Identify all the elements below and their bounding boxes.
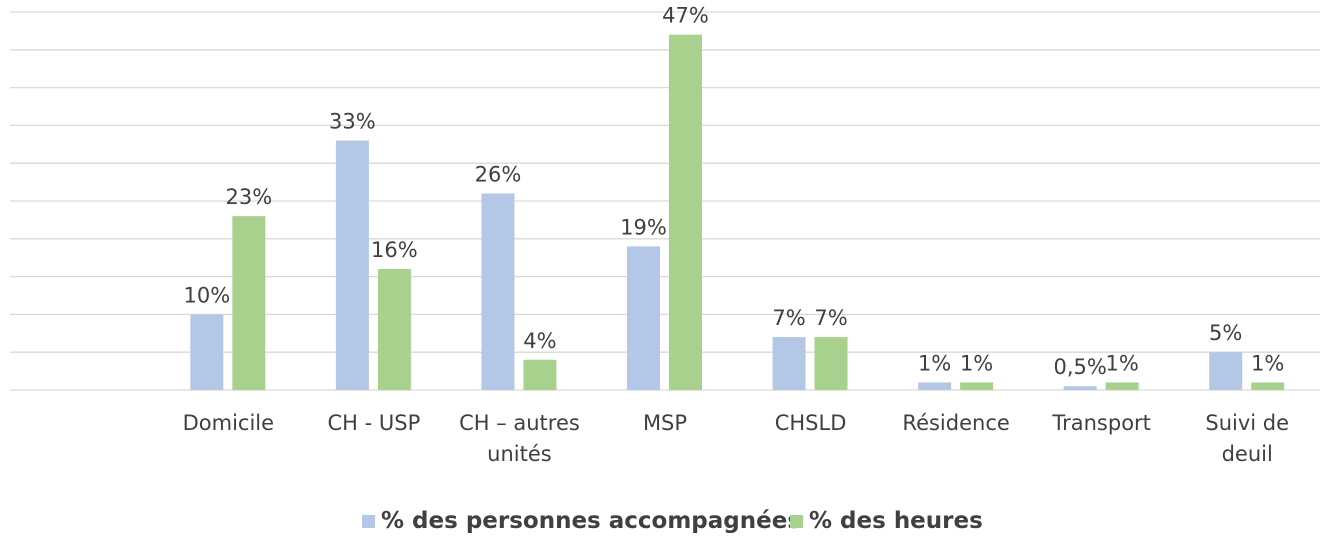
bar — [481, 193, 515, 390]
legend-label: % des heures — [809, 508, 983, 534]
bar — [814, 337, 848, 390]
data-label: 1% — [1106, 351, 1139, 375]
bar — [1105, 382, 1139, 390]
x-tick-label: CH – autres unités — [459, 411, 580, 466]
x-tick-label: Domicile — [182, 411, 275, 435]
data-label: 47% — [662, 4, 709, 28]
bar — [377, 269, 411, 390]
bar — [918, 382, 952, 390]
x-tick-label: Suivi de deuil — [1205, 411, 1290, 466]
x-tick-label: MSP — [642, 411, 688, 435]
legend-item: % des personnes accompagnées — [362, 508, 801, 534]
legend-swatch — [790, 515, 803, 528]
bar — [232, 216, 266, 390]
x-tick-label: Résidence — [902, 411, 1010, 435]
x-tick-label: CH - USP — [327, 411, 421, 435]
bar — [523, 359, 557, 390]
bar — [190, 314, 224, 390]
legend-swatch — [362, 515, 375, 528]
bar — [335, 140, 369, 390]
data-label: 0,5% — [1053, 355, 1106, 379]
data-label: 33% — [329, 110, 376, 134]
data-label: 7% — [772, 306, 805, 330]
data-label: 7% — [814, 306, 847, 330]
data-label: 23% — [225, 185, 272, 209]
bar — [627, 246, 660, 390]
legend-label: % des personnes accompagnées — [381, 508, 802, 534]
data-label: 16% — [371, 238, 418, 262]
data-label: 4% — [523, 329, 556, 353]
bar — [960, 382, 994, 390]
legend-item: % des heures — [790, 508, 983, 534]
bar — [1063, 386, 1097, 390]
data-label: 26% — [475, 162, 522, 186]
bar — [772, 337, 806, 390]
x-tick-label: CHSLD — [774, 411, 847, 435]
data-label: 1% — [1251, 351, 1284, 375]
data-label: 1% — [918, 351, 951, 375]
bar — [1251, 382, 1285, 390]
x-tick-label: Transport — [1052, 411, 1151, 435]
data-label: 19% — [620, 215, 667, 239]
data-label: 1% — [960, 351, 993, 375]
bar — [1209, 352, 1243, 390]
bar — [669, 34, 702, 391]
data-label: 10% — [183, 283, 230, 307]
data-label: 5% — [1209, 321, 1242, 345]
